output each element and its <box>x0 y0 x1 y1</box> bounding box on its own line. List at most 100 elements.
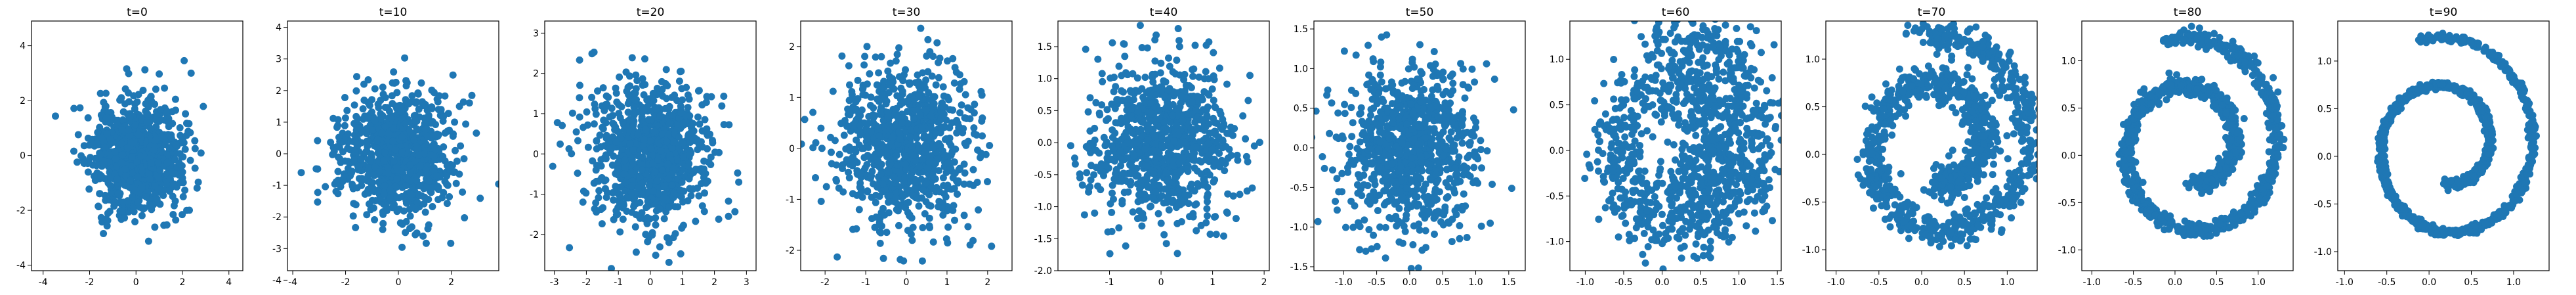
scatter-point <box>1158 192 1166 200</box>
scatter-point <box>1163 198 1171 206</box>
y-tick-label: 4 <box>276 23 282 34</box>
scatter-point <box>179 174 186 182</box>
scatter-point <box>896 135 904 143</box>
scatter-point <box>660 215 668 223</box>
scatter-point <box>440 113 447 121</box>
scatter-point <box>144 103 152 111</box>
scatter-point <box>702 99 710 106</box>
scatter-point <box>1190 153 1198 161</box>
scatter-point <box>371 216 379 223</box>
scatter-point <box>964 223 972 231</box>
scatter-point <box>725 212 732 220</box>
scatter-point <box>641 55 648 63</box>
scatter-point <box>138 168 146 175</box>
scatter-point <box>133 158 141 166</box>
scatter-point <box>122 171 130 179</box>
x-tick-label: -2 <box>581 277 591 288</box>
scatter-point <box>114 190 122 198</box>
scatter-point <box>397 108 405 116</box>
scatter-point <box>104 210 112 217</box>
scatter-point <box>1191 187 1198 195</box>
scatter-point <box>1071 154 1078 162</box>
scatter-point <box>1123 146 1130 154</box>
scatter-point <box>406 169 414 177</box>
scatter-point <box>594 87 601 95</box>
scatter-point <box>627 189 635 196</box>
scatter-point <box>150 147 158 154</box>
scatter-point <box>665 120 673 127</box>
scatter-point <box>684 104 692 112</box>
scatter-point <box>384 170 392 177</box>
scatter-point <box>641 147 649 155</box>
scatter-point <box>832 161 840 169</box>
scatter-point <box>1102 141 1110 148</box>
scatter-point <box>953 129 961 137</box>
scatter-point <box>630 201 638 209</box>
scatter-point <box>1181 191 1189 199</box>
scatter-point <box>429 203 436 210</box>
scatter-point <box>84 114 92 122</box>
scatter-point <box>378 129 386 137</box>
scatter-point <box>171 95 179 103</box>
scatter-point <box>1332 133 1340 141</box>
scatter-point <box>1134 108 1142 116</box>
subplot-title: t=20 <box>637 6 665 19</box>
scatter-point <box>904 108 911 116</box>
scatter-point <box>385 107 393 115</box>
scatter-point <box>1128 106 1135 113</box>
scatter-point <box>584 143 592 151</box>
scatter-point <box>582 189 590 197</box>
scatter-point <box>1189 210 1197 217</box>
scatter-point <box>694 146 702 154</box>
scatter-point <box>1376 71 1384 79</box>
scatter-point <box>1460 190 1467 198</box>
scatter-point <box>389 100 396 108</box>
scatter-point <box>473 129 480 137</box>
scatter-point <box>415 151 423 159</box>
scatter-point <box>638 190 646 198</box>
scatter-point <box>413 177 421 185</box>
x-tick-label: -2 <box>85 277 94 288</box>
scatter-point <box>720 121 728 129</box>
scatter-point <box>652 221 660 229</box>
y-tick-label: 1 <box>789 93 795 103</box>
scatter-point <box>1210 97 1217 104</box>
scatter-point <box>875 97 883 105</box>
scatter-point <box>439 152 447 160</box>
scatter-point <box>421 125 429 133</box>
scatter-point <box>652 207 660 215</box>
x-tick-label: 2 <box>711 277 717 288</box>
scatter-point <box>899 193 907 200</box>
scatter-point <box>979 114 986 122</box>
scatter-point <box>893 161 901 169</box>
scatter-point <box>602 151 610 159</box>
scatter-point <box>434 131 442 139</box>
scatter-point <box>1143 162 1151 170</box>
scatter-point <box>70 147 77 155</box>
scatter-point <box>845 174 853 182</box>
scatter-point <box>343 106 351 114</box>
scatter-point <box>1203 193 1211 201</box>
scatter-point <box>419 232 427 240</box>
scatter-point <box>977 154 984 162</box>
scatter-point <box>1161 185 1169 193</box>
scatter-point <box>349 212 357 220</box>
scatter-point <box>946 106 954 114</box>
scatter-point <box>735 178 743 186</box>
scatter-point <box>846 81 853 89</box>
scatter-point <box>429 118 436 125</box>
scatter-point <box>1114 177 1122 185</box>
scatter-point <box>616 114 624 122</box>
scatter-point <box>1110 74 1118 81</box>
scatter-point <box>971 130 978 138</box>
scatter-point <box>592 199 600 207</box>
scatter-point <box>951 170 959 177</box>
scatter-point <box>1129 208 1137 216</box>
scatter-point <box>380 191 388 198</box>
scatter-point <box>1341 101 1349 108</box>
scatter-point <box>385 129 392 137</box>
scatter-point <box>1147 99 1154 107</box>
scatter-point <box>918 257 926 265</box>
scatter-point <box>1172 122 1180 129</box>
scatter-point <box>1437 218 1445 226</box>
